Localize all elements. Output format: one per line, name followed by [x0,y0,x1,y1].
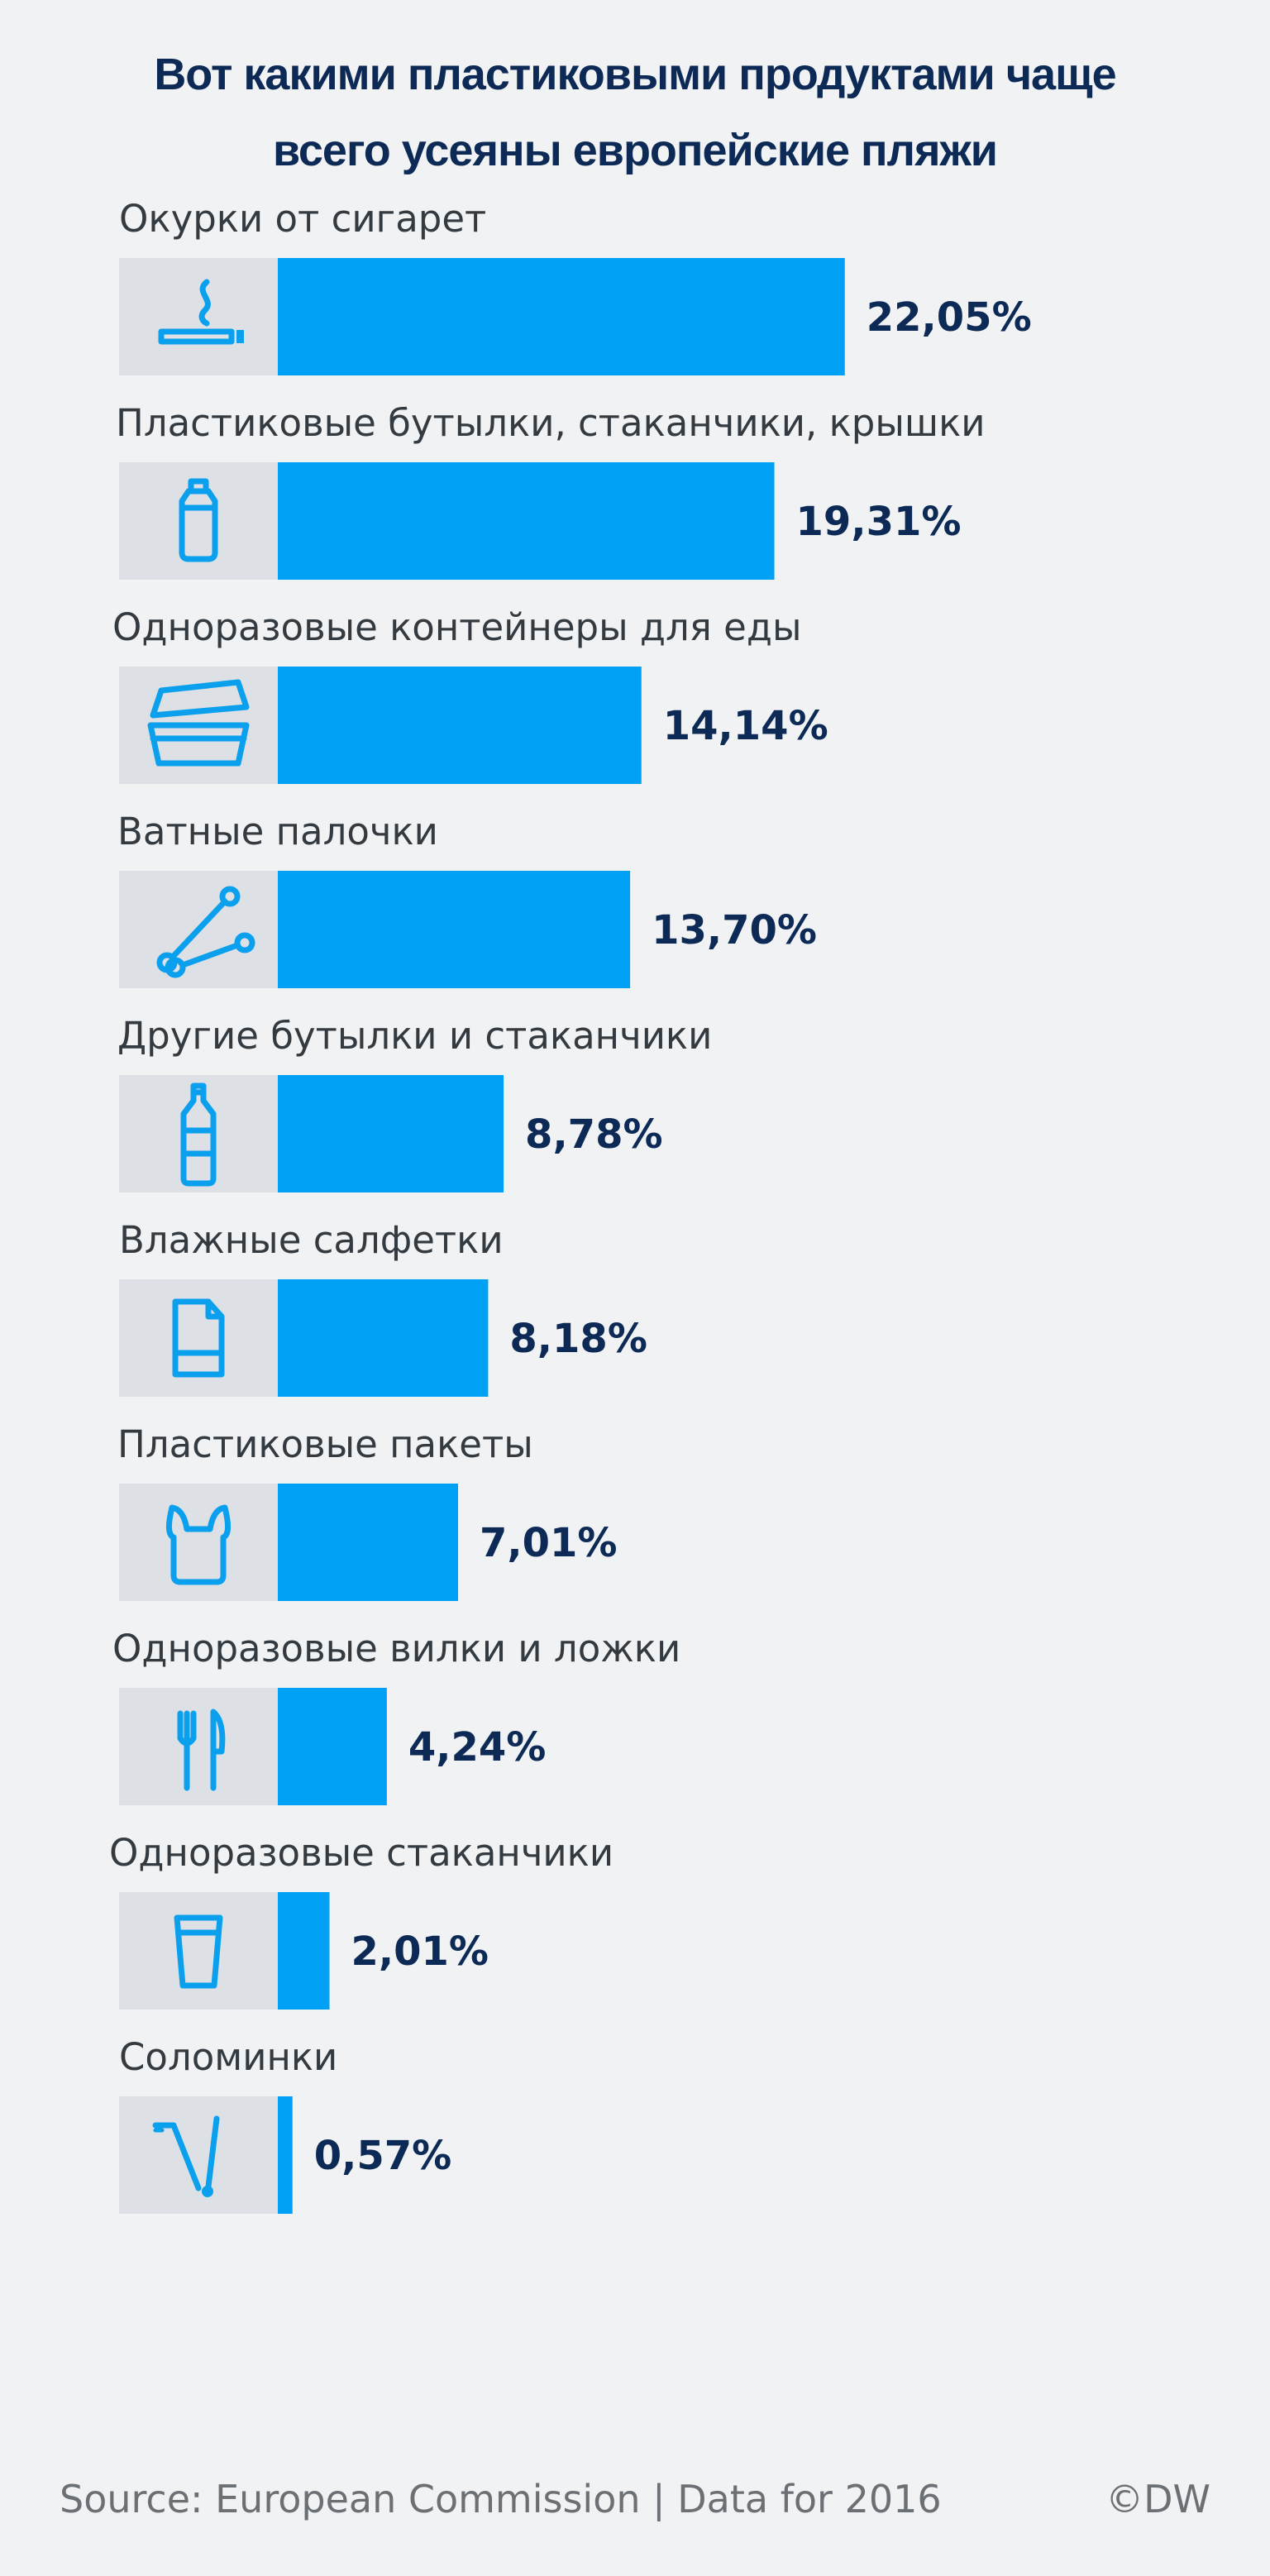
bar-row: Одноразовые вилки и ложки 4,24% [112,1627,680,1805]
source-note: Source: European Commission | Data for 2… [60,2477,942,2521]
chart-title-line-1: Вот какими пластиковыми продуктами чаще [154,50,1116,99]
value-label: 0,57% [314,2133,452,2179]
bar-row: Одноразовые стаканчики 2,01% [109,1831,614,2010]
bar-chart: Окурки от сигарет 22,05% Пластиковые бутыл… [109,197,1032,2214]
icon-box [119,1688,278,1805]
bar [278,1688,387,1805]
value-label: 4,24% [408,1724,547,1771]
category-label: Пластиковые бутылки, стаканчики, крышки [116,401,986,445]
bar-row: Влажные салфетки 8,18% [119,1218,647,1397]
footer: Source: European Commission | Data for 2… [60,2477,1210,2521]
category-label: Одноразовые контейнеры для еды [112,605,802,649]
category-label: Другие бутылки и стаканчики [117,1014,712,1058]
icon-box [119,258,278,375]
value-label: 19,31% [796,499,962,545]
category-label: Ватные палочки [117,810,438,853]
category-label: Окурки от сигарет [119,197,486,241]
bar [278,1892,330,2010]
value-label: 7,01% [480,1520,618,1566]
value-label: 22,05% [867,294,1032,341]
category-label: Соломинки [119,2035,337,2079]
bar [278,871,631,988]
value-label: 14,14% [663,703,828,749]
bar [278,462,775,580]
copyright: ©DW [1105,2477,1210,2521]
bar-row: Пластиковые пакеты 7,01% [117,1422,618,1601]
bar-row: Пластиковые бутылки, стаканчики, крышки 1… [116,401,986,580]
category-label: Влажные салфетки [119,1218,504,1262]
icon-box [119,1279,278,1397]
category-label: Одноразовые вилки и ложки [112,1627,680,1670]
category-label: Одноразовые стаканчики [109,1831,614,1875]
bar [278,258,845,375]
bar-row: Ватные палочки 13,70% [117,810,817,988]
bar [278,1484,459,1601]
chart-title: Вот какими пластиковыми продуктами чаще … [0,36,1270,189]
bar-row: Окурки от сигарет 22,05% [119,197,1032,375]
bar [278,2096,293,2214]
icon-box [119,2096,278,2214]
bar-row: Другие бутылки и стаканчики 8,78% [117,1014,712,1192]
value-label: 13,70% [652,907,817,953]
bar [278,667,642,784]
category-label: Пластиковые пакеты [117,1422,533,1466]
bar [278,1279,489,1397]
bar-row: Соломинки 0,57% [119,2035,451,2214]
icon-box [119,1892,278,2010]
value-label: 8,18% [509,1316,647,1362]
bar-row: Одноразовые контейнеры для еды 14,14% [112,605,828,784]
bar [278,1075,504,1192]
value-label: 2,01% [351,1928,489,1975]
chart-title-line-2: всего усеяны европейские пляжи [273,126,998,175]
value-label: 8,78% [525,1111,663,1158]
